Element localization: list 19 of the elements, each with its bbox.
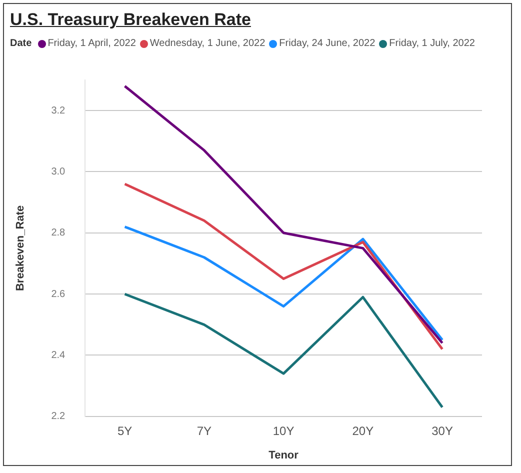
x-axis-title: Tenor bbox=[268, 449, 300, 462]
x-tick-label: 20Y bbox=[352, 424, 374, 438]
y-tick-label: 2.4 bbox=[51, 350, 66, 361]
legend-label: Friday, 1 April, 2022 bbox=[48, 38, 136, 49]
y-tick-label: 2.6 bbox=[51, 288, 66, 300]
x-tick-label: 30Y bbox=[432, 424, 453, 438]
y-axis-title: Breakeven_Rate bbox=[14, 205, 27, 292]
legend-label: Friday, 1 July, 2022 bbox=[389, 38, 475, 49]
chart-title: U.S. Treasury Breakeven Rate bbox=[10, 10, 251, 30]
y-tick-label: 2.8 bbox=[51, 228, 66, 239]
legend-label: Wednesday, 1 June, 2022 bbox=[150, 38, 266, 49]
y-tick-label: 2.2 bbox=[51, 411, 66, 422]
y-tick-label: 3.0 bbox=[51, 166, 66, 178]
x-tick-label: 10Y bbox=[272, 424, 294, 438]
legend-label: Friday, 24 June, 2022 bbox=[279, 38, 376, 49]
legend-title: Date bbox=[10, 38, 32, 49]
x-tick-label: 7Y bbox=[196, 424, 212, 438]
x-tick-label: 5Y bbox=[117, 424, 132, 438]
y-tick-label: 3.2 bbox=[51, 105, 66, 116]
